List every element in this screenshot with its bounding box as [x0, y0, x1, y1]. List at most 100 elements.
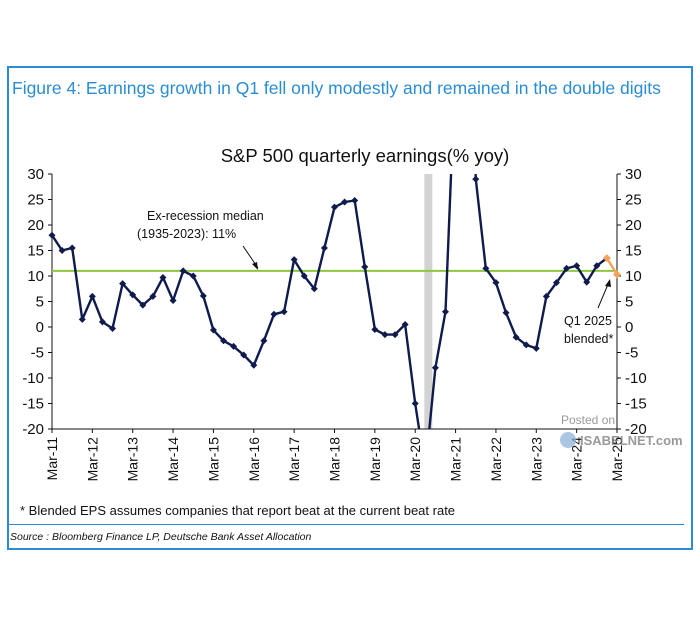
earnings-point: [78, 315, 86, 323]
y-tick-label-right: -15: [625, 396, 647, 413]
earnings-point: [250, 361, 258, 369]
earnings-point: [411, 400, 419, 407]
y-tick-label-right: -10: [625, 370, 647, 387]
earnings-point: [260, 337, 268, 345]
annotation-line2: blended*: [564, 332, 613, 346]
earnings-point: [290, 256, 298, 264]
earnings-point: [240, 351, 248, 359]
blended-series-line: [605, 257, 619, 276]
plot-area: -20 -20 -15 -15 -10 -10 -5 -5 0 0 5 5 10 10 15 15 20 20 25…: [22, 166, 647, 482]
x-tick-label: Mar-15: [205, 437, 221, 482]
y-tick-label-left: 25: [27, 192, 44, 209]
earnings-point: [149, 292, 157, 300]
earnings-point: [401, 320, 409, 328]
x-tick-label: Mar-12: [84, 437, 100, 482]
earnings-point: [532, 344, 540, 352]
earnings-point: [441, 308, 449, 316]
y-tick-label-right: 20: [625, 217, 642, 234]
median-label-line1: Ex-recession median: [147, 209, 264, 223]
earnings-point: [371, 326, 379, 334]
earnings-point: [381, 331, 389, 339]
x-tick-label: Mar-18: [327, 437, 343, 482]
earnings-point: [159, 274, 167, 282]
source-divider: [8, 524, 684, 525]
earnings-point: [68, 244, 76, 252]
y-tick-label-left: 20: [27, 217, 44, 234]
earnings-point: [310, 285, 318, 293]
x-tick-label: Mar-17: [286, 437, 302, 482]
earnings-point: [331, 203, 338, 211]
earnings-point: [512, 333, 520, 341]
y-tick-label-left: 5: [36, 294, 44, 311]
x-tick-label: Mar-19: [367, 437, 383, 482]
earnings-point: [179, 267, 187, 275]
y-tick-label-left: 30: [27, 166, 44, 183]
y-tick-label-left: -10: [22, 370, 44, 387]
earnings-point: [270, 310, 278, 318]
earnings-point: [472, 175, 480, 183]
earnings-point: [199, 292, 207, 300]
y-tick-label-left: -5: [31, 345, 44, 362]
x-tick-label: Mar-25: [609, 437, 625, 482]
earnings-point: [502, 309, 510, 317]
earnings-point: [492, 279, 500, 287]
footnote: * Blended EPS assumes companies that rep…: [20, 503, 456, 518]
y-tick-label-left: 15: [27, 243, 44, 260]
y-tick-label-left: 10: [27, 268, 44, 285]
y-tick-label-right: 15: [625, 243, 642, 260]
y-tick-label-right: 0: [625, 319, 633, 336]
earnings-point: [88, 292, 96, 300]
earnings-point: [189, 272, 197, 280]
annotation-arrow-head: [605, 279, 611, 287]
blended-point: [613, 270, 621, 279]
blended-point: [602, 254, 611, 263]
earnings-point: [361, 263, 369, 271]
source-note: Source : Bloomberg Finance LP, Deutsche …: [10, 531, 312, 543]
y-tick-label-left: 0: [36, 319, 44, 336]
x-tick-label: Mar-22: [488, 437, 504, 482]
earnings-point: [563, 264, 571, 272]
earnings-point: [542, 292, 550, 300]
y-tick-label-left: -20: [22, 421, 44, 438]
earnings-point: [109, 325, 117, 333]
earnings-point: [522, 341, 530, 349]
earnings-point: [391, 331, 399, 339]
earnings-point: [98, 318, 106, 326]
median-arrow-head: [252, 262, 258, 270]
annotation-line1: Q1 2025: [564, 314, 612, 328]
earnings-point: [129, 291, 137, 299]
earnings-point: [119, 280, 127, 288]
earnings-point: [431, 364, 439, 372]
x-tick-label: Mar-14: [165, 437, 181, 482]
x-tick-label: Mar-13: [125, 437, 141, 482]
watermark-globe-icon: [560, 432, 576, 448]
x-tick-label: Mar-16: [246, 437, 262, 482]
recession-band: [424, 174, 433, 429]
earnings-point: [169, 296, 177, 304]
earnings-point: [320, 244, 328, 252]
x-tick-label: Mar-20: [407, 437, 423, 482]
earnings-point: [300, 272, 308, 280]
y-tick-label-left: -15: [22, 396, 44, 413]
y-tick-label-right: 30: [625, 166, 642, 183]
watermark-line2: ISABELNET.com: [580, 433, 683, 448]
earnings-point: [48, 231, 56, 239]
earnings-point: [58, 247, 66, 254]
figure-frame: [7, 66, 693, 550]
earnings-point: [593, 262, 601, 270]
y-tick-label-right: 5: [625, 294, 633, 311]
y-tick-label-right: -5: [625, 345, 638, 362]
chart-title: S&P 500 quarterly earnings(% yoy): [221, 145, 510, 166]
earnings-point: [351, 197, 359, 205]
earnings-point: [220, 337, 228, 345]
earnings-point: [209, 326, 217, 334]
earnings-point: [552, 279, 560, 287]
earnings-series-line: [52, 174, 608, 429]
earnings-point: [573, 262, 581, 270]
watermark-line1: Posted on: [561, 413, 615, 427]
x-tick-label: Mar-11: [44, 437, 60, 481]
earnings-point: [139, 301, 147, 309]
x-tick-label: Mar-24: [569, 437, 585, 482]
y-tick-label-right: -20: [625, 421, 647, 438]
